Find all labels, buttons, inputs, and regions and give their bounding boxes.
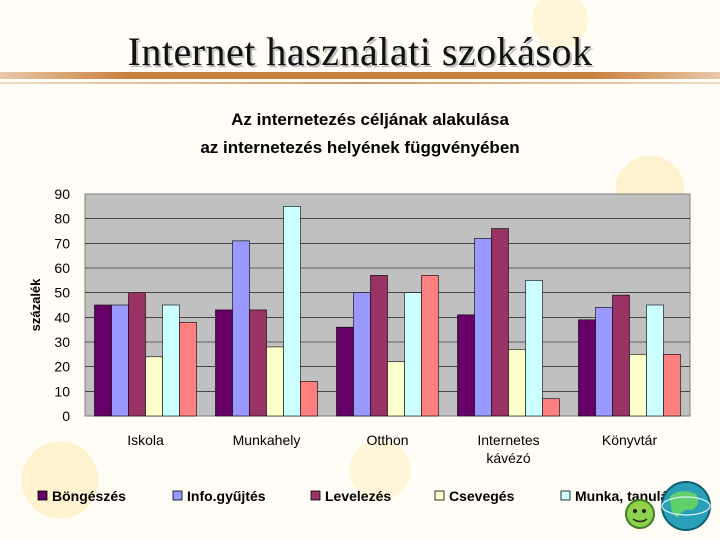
y-tick-labels: 0 10 20 30 40 50 60 70 80 90 [54,186,70,424]
y-tick-label: 40 [54,309,70,325]
bar [300,381,318,417]
y-tick-label: 60 [54,260,70,276]
x-tick-label: Munkahely [233,432,301,448]
legend-swatch [37,490,48,501]
bar [474,238,492,417]
y-tick-label: 20 [54,359,70,375]
slide-title: Internet használati szokások [127,29,593,74]
legend-label: Levelezés [325,488,391,504]
y-tick-label: 80 [54,211,70,227]
bar [215,309,233,417]
legend-swatch [310,490,321,501]
bar [370,275,388,417]
x-tick-label: kávézó [486,450,531,466]
bar [179,321,197,417]
title-underline-thin [0,82,720,84]
bar [542,398,560,417]
bar [162,304,180,417]
y-tick-label: 70 [54,235,70,251]
bar [663,354,681,417]
bar [387,361,405,417]
bar [578,319,596,417]
x-tick-label: Iskola [127,432,164,448]
legend-label: Böngészés [52,488,126,504]
x-tick-label: Otthon [366,432,408,448]
legend-label: Munka, tanulás [575,488,676,504]
legend-swatch [172,490,183,501]
legend-label: Info.gyűjtés [187,488,266,504]
bar [457,314,475,417]
bar [353,292,371,417]
legend-label: Csevegés [449,488,515,504]
bar [336,326,354,417]
bar [612,294,630,417]
bars [94,206,681,417]
bar [629,354,647,417]
bar [404,292,422,417]
bar [283,206,301,417]
y-axis-label: százalék [28,278,43,332]
legend-swatch [434,490,445,501]
legend-swatch [560,490,571,501]
title-underline [0,72,720,79]
bar [421,275,439,417]
bar [646,304,664,417]
bar [525,280,543,417]
bar [232,240,250,417]
bar [491,228,509,417]
y-tick-label: 30 [54,334,70,350]
legend: Böngészés Info.gyűjtés Levelezés Csevegés Mu… [37,488,676,504]
chart-title-line-2: az internetezés helyének függvényében [200,138,519,157]
y-tick-label: 10 [54,383,70,399]
bar [94,304,112,417]
y-tick-label: 0 [62,408,70,424]
bar [595,307,613,417]
y-tick-label: 90 [54,186,70,202]
bar [128,292,146,417]
chart-title-line-1: Az internetezés céljának alakulása [231,110,509,129]
y-tick-label: 50 [54,285,70,301]
x-tick-label: Könyvtár [602,432,658,448]
globe-logo-icon [625,481,711,531]
bar [249,309,267,417]
x-tick-label: Internetes [477,432,539,448]
bar [508,349,526,417]
bar [145,356,163,417]
bar [266,346,284,417]
x-tick-labels: Iskola Munkahely Otthon Internetes kávézó Kön… [127,432,657,466]
bar [111,304,129,417]
